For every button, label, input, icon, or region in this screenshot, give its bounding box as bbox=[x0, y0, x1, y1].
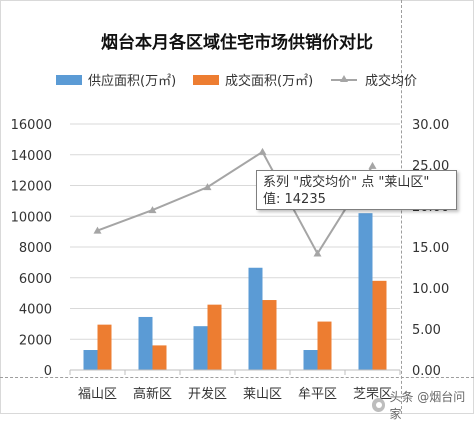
bar-supply bbox=[248, 267, 263, 370]
watermark-logo-icon bbox=[372, 398, 386, 412]
y-right-tick-label: 0.00 bbox=[412, 364, 441, 379]
chart-legend: 供应面积(万㎡) 成交面积(万㎡) 成交均价 bbox=[0, 70, 474, 89]
bar-supply bbox=[138, 316, 153, 370]
data-point-tooltip: 系列 "成交均价" 点 "莱山区" 值: 14235 bbox=[256, 170, 457, 210]
x-tick-label: 莱山区 bbox=[243, 387, 282, 402]
bar-sales bbox=[262, 300, 277, 370]
watermark: 头条 @烟台问家 bbox=[372, 388, 474, 422]
bar-sales bbox=[152, 345, 167, 370]
bar-sales bbox=[317, 321, 332, 370]
line-point-price bbox=[203, 183, 212, 191]
legend-swatch-price bbox=[331, 74, 357, 85]
bar-supply bbox=[193, 326, 208, 370]
line-series-price bbox=[97, 150, 374, 256]
bar-sales bbox=[207, 304, 222, 370]
legend-label-price: 成交均价 bbox=[365, 74, 418, 89]
y-right-tick-label: 30.00 bbox=[412, 118, 449, 133]
y-left-tick-label: 2000 bbox=[19, 333, 52, 348]
tooltip-value-line: 值: 14235 bbox=[263, 192, 326, 207]
y-right-tick-label: 10.00 bbox=[412, 282, 449, 297]
y-right-tick-label: 5.00 bbox=[412, 323, 441, 338]
x-tick-label: 牟平区 bbox=[298, 387, 337, 402]
bar-sales bbox=[97, 324, 112, 370]
x-tick-label: 开发区 bbox=[188, 386, 227, 402]
legend-swatch-supply bbox=[56, 74, 82, 85]
x-tick-label: 高新区 bbox=[133, 386, 172, 402]
line-point-price bbox=[93, 226, 102, 234]
x-tick-label: 芝罘区 bbox=[353, 386, 392, 402]
y-left-tick-label: 4000 bbox=[19, 303, 52, 318]
legend-item-supply[interactable]: 供应面积(万㎡) bbox=[56, 70, 176, 89]
chart-title: 烟台本月各区域住宅市场供销价对比 bbox=[101, 33, 373, 53]
y-left-tick-label: 0 bbox=[44, 364, 52, 379]
y-right-tick-label: 15.00 bbox=[412, 241, 449, 256]
y-left-tick-label: 16000 bbox=[11, 118, 52, 133]
y-left-tick-label: 6000 bbox=[19, 272, 52, 287]
line-point-price bbox=[368, 161, 377, 169]
legend-item-price[interactable]: 成交均价 bbox=[331, 70, 417, 89]
line-point-price bbox=[313, 249, 322, 257]
legend-item-sales[interactable]: 成交面积(万㎡) bbox=[193, 70, 313, 89]
y-left-tick-label: 12000 bbox=[11, 180, 52, 195]
line-point-price bbox=[148, 206, 157, 214]
legend-label-sales: 成交面积(万㎡) bbox=[225, 74, 314, 89]
bar-supply bbox=[83, 350, 98, 370]
bar-supply bbox=[303, 350, 318, 370]
x-tick-label: 福山区 bbox=[78, 387, 117, 402]
bar-supply bbox=[358, 213, 373, 370]
y-left-tick-label: 10000 bbox=[11, 210, 52, 225]
bar-sales bbox=[372, 280, 387, 370]
y-left-tick-label: 14000 bbox=[11, 149, 52, 164]
y-left-tick-label: 8000 bbox=[19, 241, 52, 256]
selection-guide-horizontal bbox=[0, 377, 474, 378]
legend-label-supply: 供应面积(万㎡) bbox=[88, 74, 177, 89]
watermark-text: 头条 @烟台问家 bbox=[389, 390, 466, 421]
line-point-price bbox=[258, 147, 267, 155]
legend-swatch-sales bbox=[193, 74, 219, 85]
tooltip-series-line: 系列 "成交均价" 点 "莱山区" bbox=[263, 175, 430, 190]
